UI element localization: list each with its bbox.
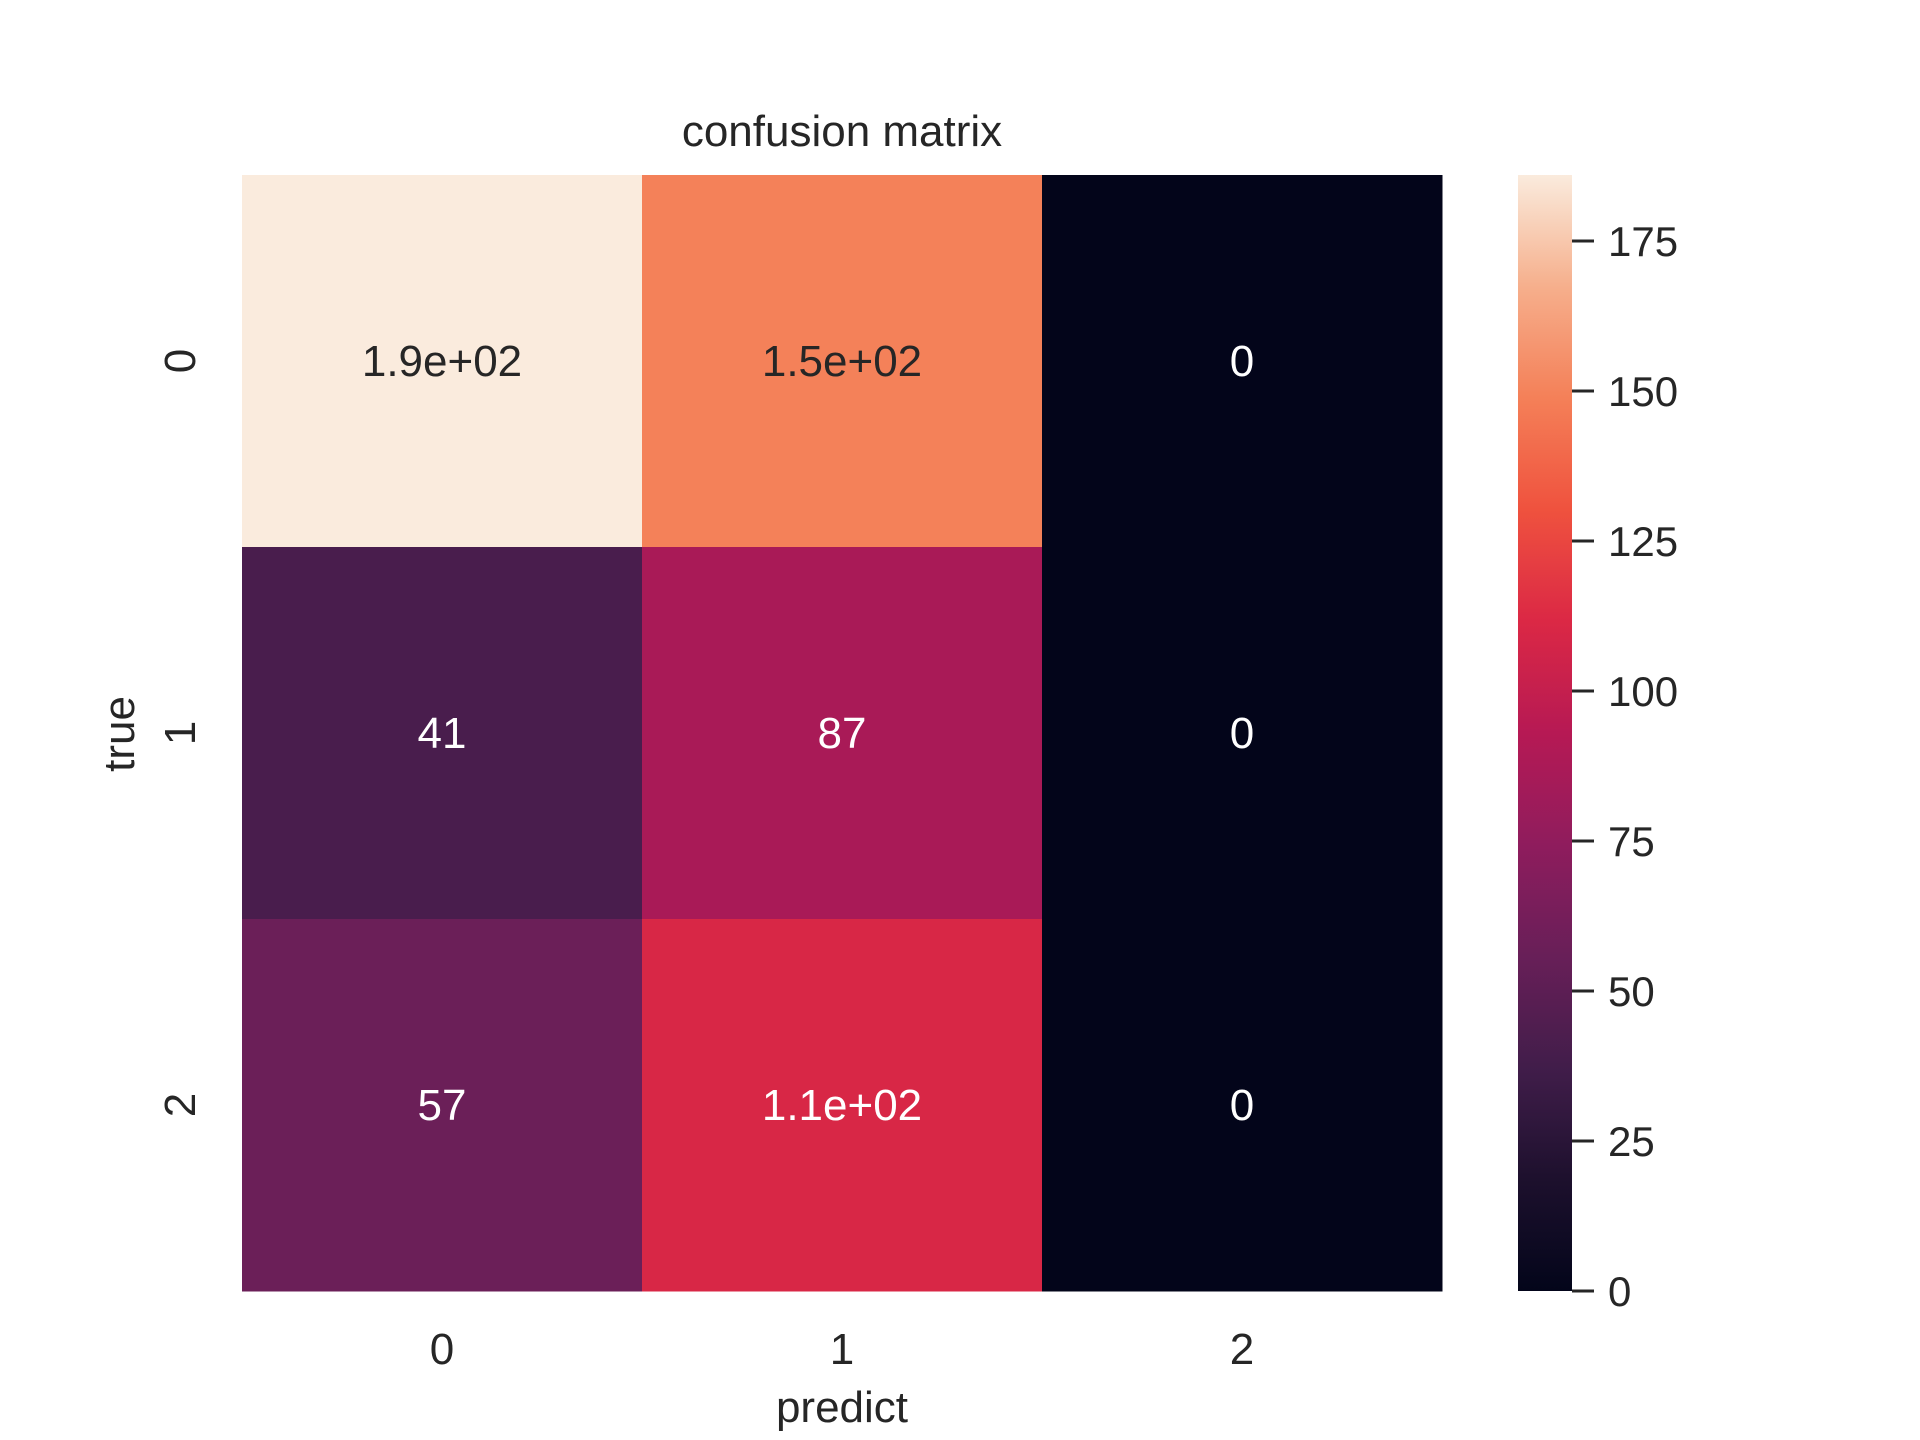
- heatmap-cell-label: 0: [1230, 1081, 1254, 1130]
- y-tick-label: 1: [156, 721, 205, 745]
- heatmap-cell: [642, 175, 1043, 548]
- x-tick-label: 2: [1230, 1325, 1254, 1374]
- heatmap-cell: [242, 919, 643, 1292]
- chart-title: confusion matrix: [682, 107, 1002, 156]
- heatmap-cell: [642, 547, 1043, 920]
- x-axis-ticks: 0 1 2: [430, 1325, 1254, 1374]
- heatmap-cell-label: 1.1e+02: [762, 1081, 922, 1130]
- colorbar-tick-label: 125: [1608, 518, 1678, 565]
- x-tick-label: 1: [830, 1325, 854, 1374]
- colorbar-ticks: 0 25 50 75 100 125 150 175: [1572, 218, 1678, 1315]
- heatmap-cell: [1042, 547, 1443, 920]
- colorbar-tick-label: 50: [1608, 968, 1655, 1015]
- heatmap-cell: [242, 175, 643, 548]
- heatmap-cell-label: 1.5e+02: [762, 337, 922, 386]
- heatmap-cell-label: 1.9e+02: [362, 337, 522, 386]
- heatmap-cell: [642, 919, 1043, 1292]
- colorbar-tick-label: 150: [1608, 368, 1678, 415]
- heatmap-cell-label: 0: [1230, 709, 1254, 758]
- colorbar-tick-label: 100: [1608, 668, 1678, 715]
- heatmap-cell-label: 41: [418, 709, 467, 758]
- y-axis-ticks: 0 1 2: [156, 349, 205, 1117]
- heatmap-cell: [1042, 175, 1443, 548]
- heatmap-cell-labels: 1.9e+02 1.5e+02 0 41 87 0 57 1.1e+02 0: [362, 337, 1254, 1130]
- heatmap-cell: [1042, 919, 1443, 1292]
- x-axis-label: predict: [776, 1383, 908, 1432]
- colorbar: [1518, 175, 1572, 1291]
- colorbar-tick-label: 75: [1608, 818, 1655, 865]
- y-tick-label: 2: [156, 1093, 205, 1117]
- heatmap-cells: [242, 175, 1443, 1292]
- y-tick-label: 0: [156, 349, 205, 373]
- heatmap-cell-label: 87: [818, 709, 867, 758]
- colorbar-tick-label: 25: [1608, 1118, 1655, 1165]
- colorbar-tick-label: 0: [1608, 1268, 1631, 1315]
- heatmap-cell: [242, 547, 643, 920]
- x-tick-label: 0: [430, 1325, 454, 1374]
- colorbar-tick-label: 175: [1608, 218, 1678, 265]
- heatmap-cell-label: 0: [1230, 337, 1254, 386]
- heatmap-cell-label: 57: [418, 1081, 467, 1130]
- y-axis-label: true: [95, 696, 144, 772]
